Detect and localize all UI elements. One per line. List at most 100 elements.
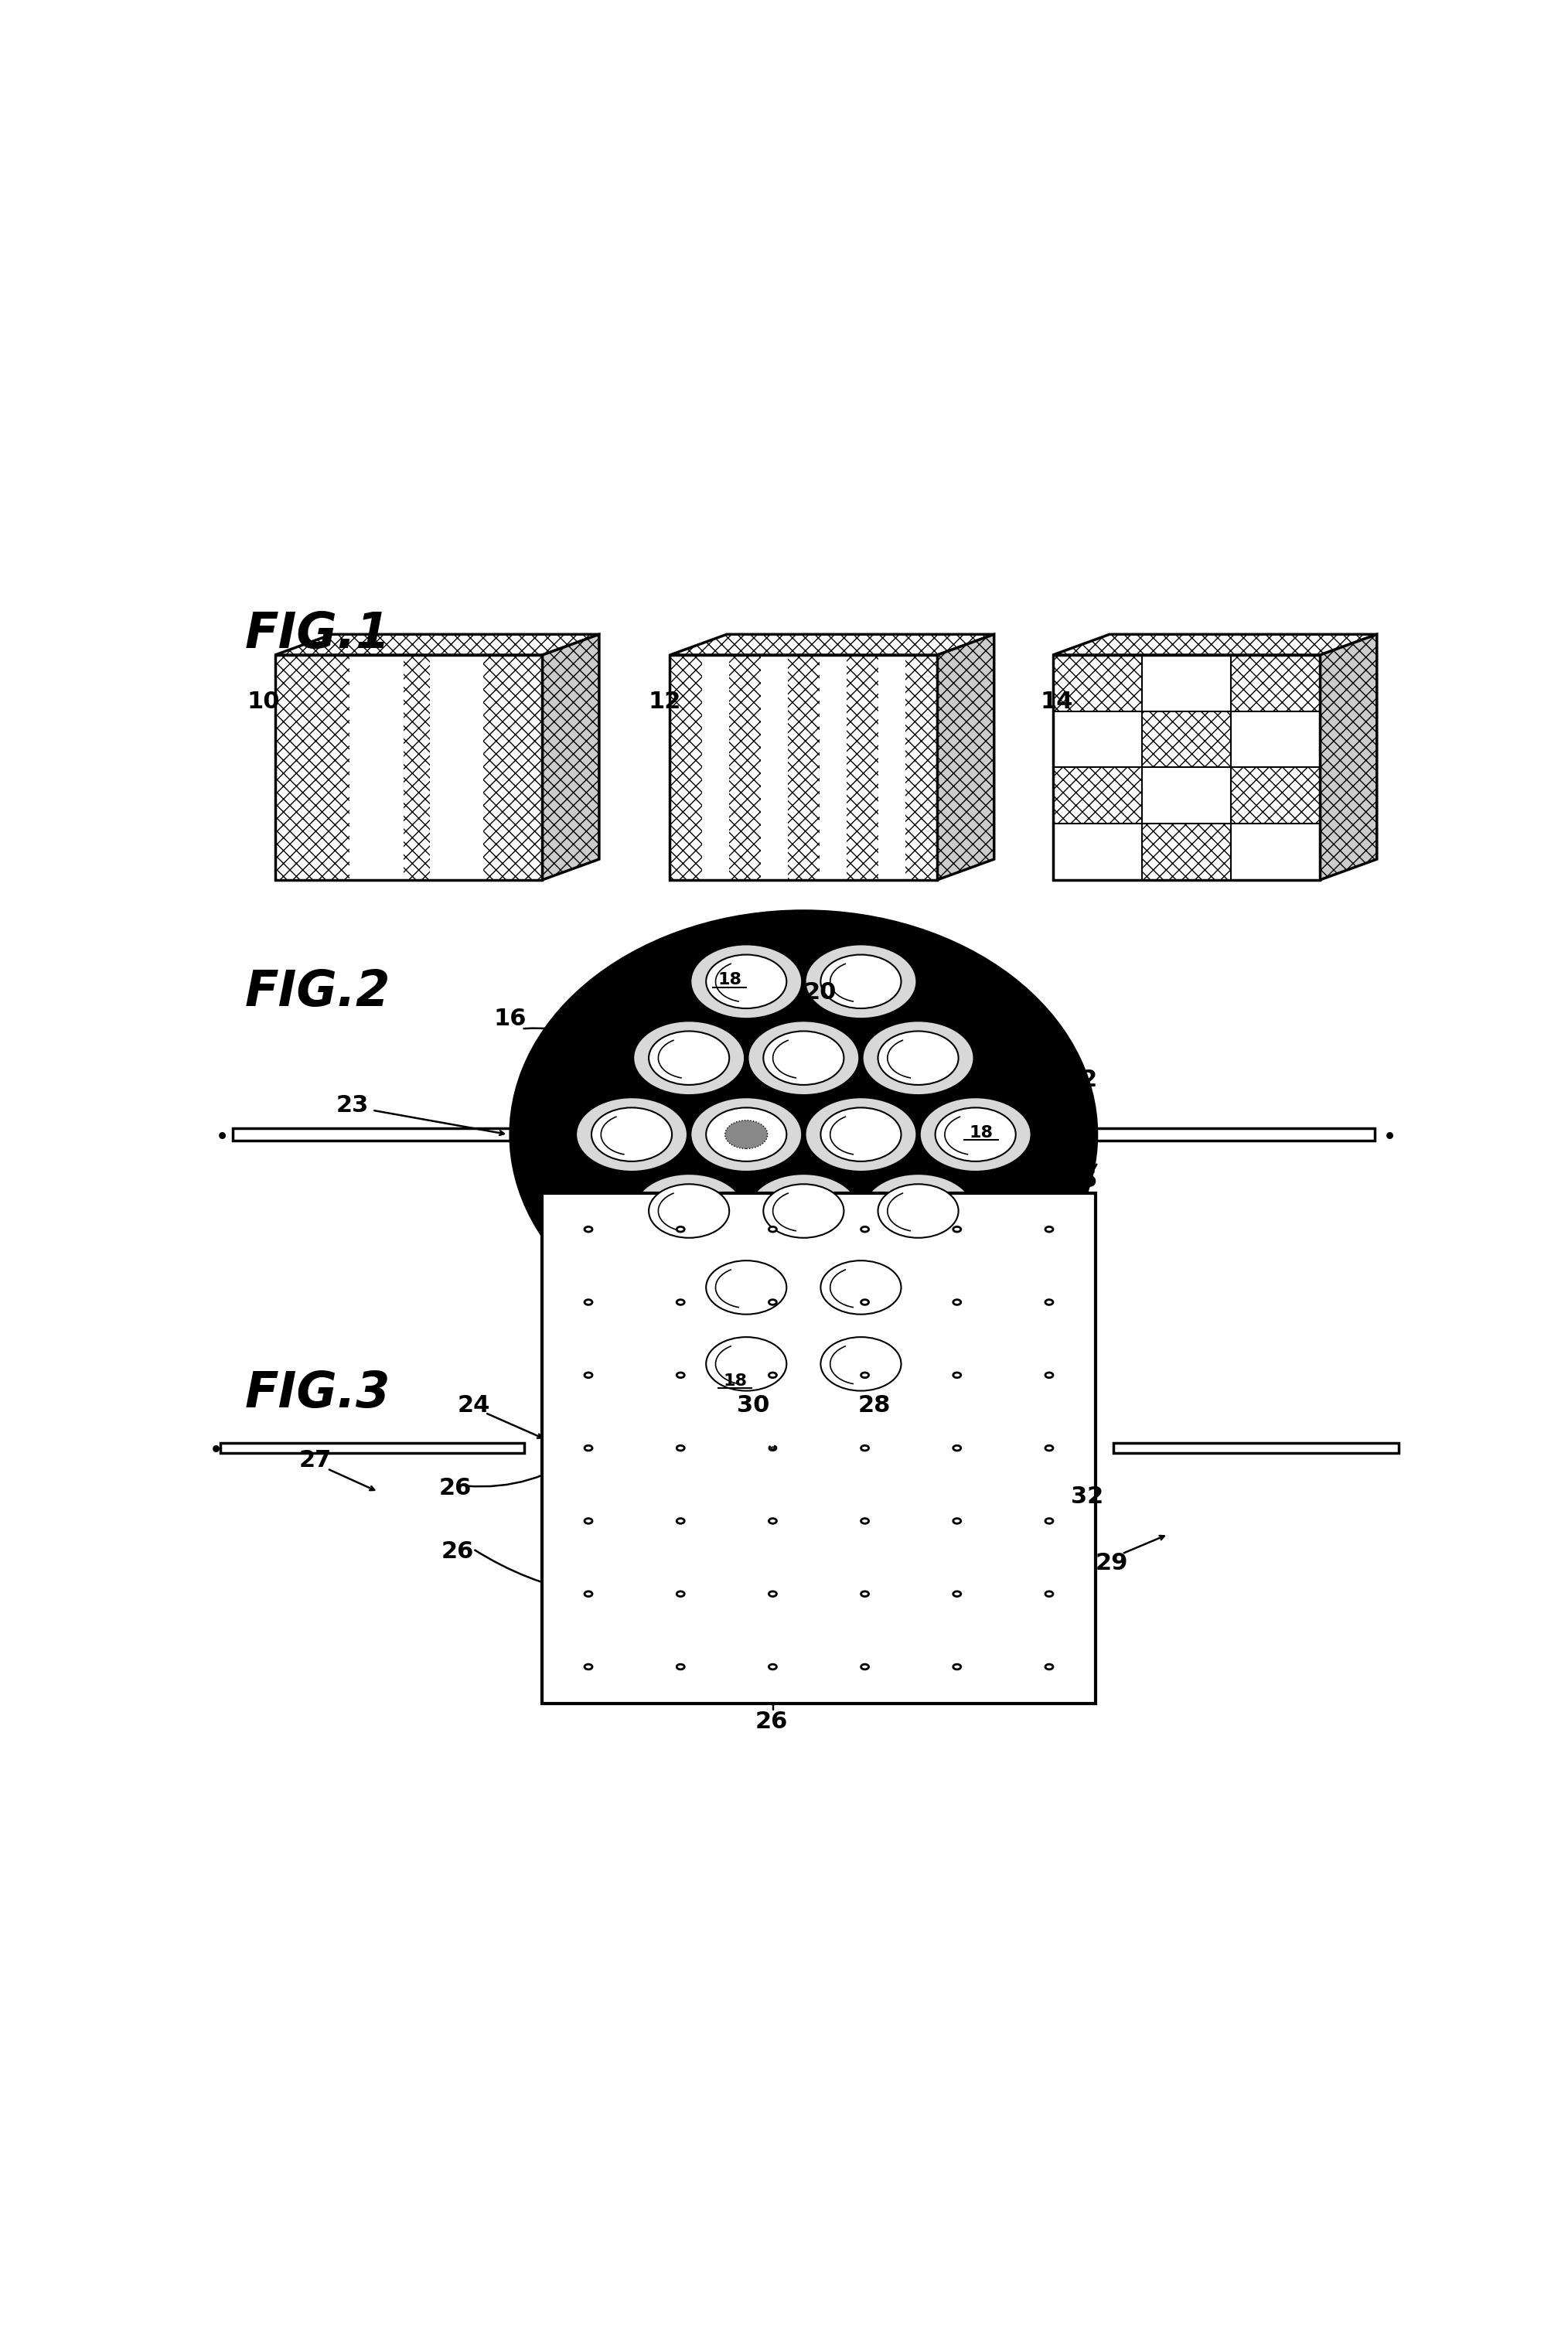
Bar [1052, 656, 1320, 879]
Ellipse shape [575, 1097, 688, 1173]
Ellipse shape [690, 1328, 803, 1401]
Ellipse shape [677, 1518, 684, 1523]
Text: $\bullet\bullet\bullet$: $\bullet\bullet\bullet$ [1339, 1123, 1394, 1147]
Ellipse shape [1046, 1445, 1054, 1450]
Ellipse shape [690, 1097, 803, 1173]
Ellipse shape [585, 1591, 593, 1596]
Bar [1052, 656, 1320, 879]
Ellipse shape [768, 1372, 776, 1377]
Text: 26: 26 [442, 1539, 474, 1563]
Bar [670, 656, 938, 879]
Text: 27: 27 [299, 1450, 332, 1471]
Text: 10: 10 [248, 691, 281, 712]
Ellipse shape [585, 1518, 593, 1523]
Text: FIG.3: FIG.3 [245, 1370, 390, 1417]
Ellipse shape [862, 1173, 974, 1248]
Bar [274, 656, 543, 879]
Bar [878, 656, 905, 879]
Ellipse shape [861, 1445, 869, 1450]
Ellipse shape [953, 1300, 961, 1304]
Ellipse shape [585, 1227, 593, 1231]
Ellipse shape [764, 1184, 844, 1238]
Ellipse shape [820, 1260, 902, 1314]
Ellipse shape [820, 954, 902, 1008]
Text: 30: 30 [737, 1394, 770, 1417]
Ellipse shape [768, 1300, 776, 1304]
Text: FIG.2: FIG.2 [245, 968, 390, 1015]
Polygon shape [1052, 635, 1377, 656]
Bar [760, 656, 787, 879]
Text: 18: 18 [969, 1126, 993, 1140]
Ellipse shape [677, 1300, 684, 1304]
Ellipse shape [633, 1020, 745, 1095]
Text: 26: 26 [756, 1711, 787, 1732]
Ellipse shape [804, 1097, 917, 1173]
Ellipse shape [861, 1518, 869, 1523]
Ellipse shape [677, 1664, 684, 1669]
Bar [1142, 656, 1231, 712]
Ellipse shape [804, 1250, 917, 1325]
Ellipse shape [878, 1032, 958, 1086]
Bar [1052, 822, 1142, 879]
Polygon shape [938, 635, 994, 879]
Bar [1142, 768, 1231, 822]
Ellipse shape [861, 1664, 869, 1669]
Ellipse shape [1046, 1372, 1054, 1377]
Text: 29: 29 [1094, 1553, 1127, 1575]
Ellipse shape [935, 1107, 1016, 1161]
Ellipse shape [1046, 1227, 1054, 1231]
Ellipse shape [861, 1372, 869, 1377]
Ellipse shape [706, 954, 787, 1008]
Ellipse shape [861, 1227, 869, 1231]
Ellipse shape [677, 1227, 684, 1231]
Polygon shape [274, 635, 599, 656]
Ellipse shape [724, 1121, 768, 1149]
Text: $\bullet\bullet\bullet$: $\bullet\bullet\bullet$ [1344, 1436, 1400, 1459]
Text: 14: 14 [1041, 691, 1074, 712]
Ellipse shape [585, 1300, 593, 1304]
Ellipse shape [953, 1591, 961, 1596]
Ellipse shape [768, 1591, 776, 1596]
Ellipse shape [649, 1184, 729, 1238]
Bar [1113, 1443, 1399, 1452]
Ellipse shape [690, 1250, 803, 1325]
Ellipse shape [690, 945, 803, 1020]
Ellipse shape [861, 1591, 869, 1596]
Ellipse shape [677, 1591, 684, 1596]
Ellipse shape [706, 1337, 787, 1391]
Bar [702, 656, 729, 879]
Ellipse shape [919, 1097, 1032, 1173]
Text: $\bullet\bullet\bullet$: $\bullet\bullet\bullet$ [209, 1436, 263, 1459]
Text: 18: 18 [723, 1372, 746, 1389]
Bar [274, 656, 543, 879]
Text: 16: 16 [494, 1008, 527, 1029]
Ellipse shape [768, 1664, 776, 1669]
Ellipse shape [706, 1107, 787, 1161]
Ellipse shape [768, 1227, 776, 1231]
Bar [1231, 822, 1320, 879]
Ellipse shape [633, 1173, 745, 1248]
Bar [1231, 712, 1320, 768]
Ellipse shape [585, 1372, 593, 1377]
Text: $\bullet\bullet\bullet$: $\bullet\bullet\bullet$ [215, 1123, 270, 1147]
Bar [232, 1128, 585, 1140]
Bar [430, 656, 483, 879]
Ellipse shape [677, 1445, 684, 1450]
Ellipse shape [510, 912, 1098, 1358]
Ellipse shape [820, 1337, 902, 1391]
Ellipse shape [764, 1032, 844, 1086]
Polygon shape [670, 635, 994, 656]
Ellipse shape [591, 1107, 673, 1161]
Ellipse shape [953, 1445, 961, 1450]
Text: 23: 23 [336, 1095, 368, 1116]
Ellipse shape [677, 1372, 684, 1377]
Ellipse shape [953, 1664, 961, 1669]
Bar [820, 656, 847, 879]
Bar [1047, 1128, 1375, 1140]
Ellipse shape [748, 1173, 859, 1248]
Polygon shape [1320, 635, 1377, 879]
Polygon shape [543, 635, 599, 879]
Ellipse shape [585, 1664, 593, 1669]
Ellipse shape [690, 1097, 803, 1173]
Ellipse shape [953, 1372, 961, 1377]
